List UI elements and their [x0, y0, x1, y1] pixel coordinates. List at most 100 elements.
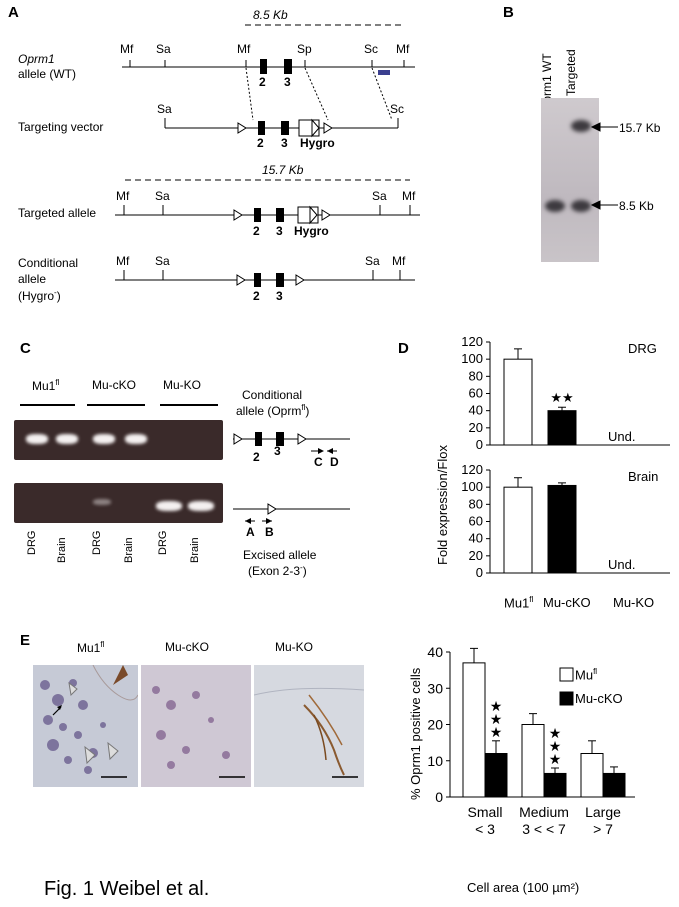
- d-tick-label: 100: [461, 351, 483, 366]
- group-mu-cko: Mu-cKO: [92, 378, 137, 392]
- e-significance-star: ★: [490, 725, 503, 741]
- gel-band: [93, 434, 115, 444]
- e-category-label: Large: [585, 804, 621, 820]
- d-xlabel-mu-ko: Mu-KO: [613, 595, 655, 610]
- e-significance-star: ★: [549, 752, 562, 768]
- southern-blot: [541, 98, 599, 262]
- e-significance-star: ★: [490, 699, 503, 715]
- kb-15-7-label: 15.7 Kb: [262, 163, 304, 177]
- conditional-label-2: allele: [18, 272, 47, 286]
- probe-marker: [378, 70, 390, 75]
- d-tick-label: 0: [476, 565, 483, 580]
- site-sa: Sa: [155, 189, 170, 203]
- panel-letter-a: A: [8, 4, 19, 21]
- primer-b: B: [265, 525, 274, 539]
- site-mf: Mf: [402, 189, 416, 203]
- oprm1-gene-label: Oprm1: [18, 52, 55, 66]
- site-mf: Mf: [392, 254, 406, 268]
- e-xlabel: Cell area (100 µm²): [467, 880, 580, 895]
- d-bar: [547, 410, 577, 446]
- micro-label-mu-cko: Mu-cKO: [165, 640, 210, 654]
- micro-label-mu1fl: Mu1fl: [77, 640, 105, 655]
- site-sa: Sa: [372, 189, 387, 203]
- e-significance-star: ★: [490, 712, 503, 728]
- panel-letter-b: B: [503, 4, 514, 21]
- kb-8-5-label: 8.5 Kb: [253, 8, 288, 22]
- group-underline: [160, 404, 218, 406]
- e-bar: [543, 772, 567, 798]
- site-sa: Sa: [156, 42, 171, 56]
- d-tick-label: 20: [469, 420, 483, 435]
- micrograph-mu1fl: [33, 665, 138, 787]
- gel-excised: [14, 483, 223, 523]
- exon-3-label: 3: [276, 224, 283, 238]
- exon-3-label: 3: [284, 75, 291, 89]
- d-und-label: Und.: [608, 557, 635, 572]
- panel-a-diagram: [115, 24, 420, 287]
- d-ylabel: Fold expression/Flox: [435, 445, 450, 565]
- site-mf: Mf: [396, 42, 410, 56]
- d-tick-label: 60: [469, 386, 483, 401]
- d-panel-title: DRG: [628, 341, 657, 356]
- blot-band-8-5: [545, 200, 565, 212]
- e-category-label: Medium: [519, 804, 569, 820]
- chart-d: 0 20 40 60 80 100 120 DRG Und. ★★ 0 20 40 60 80 100 120 B…: [461, 334, 670, 580]
- blot-arrows: [590, 122, 618, 210]
- e-category-sub: > 7: [593, 821, 613, 837]
- gel-band: [26, 434, 48, 444]
- d-bar: [503, 486, 533, 574]
- e-category-sub: < 3: [475, 821, 495, 837]
- micrograph-mu-ko: [254, 665, 364, 787]
- d-tick-label: 120: [461, 462, 483, 477]
- e-bar: [580, 753, 604, 798]
- site-sp: Sp: [297, 42, 312, 56]
- primer-c: C: [314, 455, 323, 469]
- gel-band-faint: [93, 499, 111, 505]
- legend-swatch-mufl: [559, 667, 574, 682]
- site-sc: Sc: [390, 102, 405, 116]
- site-mf: Mf: [116, 189, 130, 203]
- blot-band-15-7: [571, 120, 591, 132]
- d-tick-label: 20: [469, 548, 483, 563]
- d-significance: ★★: [550, 391, 573, 406]
- micro-label-mu-ko: Mu-KO: [275, 640, 314, 654]
- band-label-8-5: 8.5 Kb: [619, 199, 654, 213]
- lane-label-targeted: Targeted: [564, 49, 578, 96]
- e-bar: [484, 753, 508, 798]
- d-tick-label: 40: [469, 531, 483, 546]
- d-tick-label: 100: [461, 479, 483, 494]
- lane-brain: Brain: [123, 537, 135, 563]
- d-tick-label: 80: [469, 368, 483, 383]
- e-bar: [462, 662, 486, 798]
- e-tick-label: 40: [427, 644, 443, 660]
- hygro-label: Hygro: [300, 136, 335, 150]
- e-tick-label: 30: [427, 680, 443, 696]
- exon-3-label: 3: [274, 444, 281, 458]
- cond-allele-label-2: allele (Oprmfl): [236, 403, 310, 418]
- e-tick-label: 10: [427, 753, 443, 769]
- d-tick-label: 60: [469, 514, 483, 529]
- primer-d: D: [330, 455, 339, 469]
- panel-letter-e: E: [20, 632, 31, 649]
- conditional-label-1: Conditional: [18, 256, 79, 270]
- conditional-label-3: (Hygro-): [18, 288, 61, 303]
- group-underline: [20, 404, 75, 406]
- d-tick-label: 40: [469, 403, 483, 418]
- site-sa: Sa: [155, 254, 170, 268]
- exon-2-label: 2: [253, 450, 260, 464]
- group-mu-ko: Mu-KO: [163, 378, 202, 392]
- site-mf: Mf: [120, 42, 134, 56]
- targeted-allele-label: Targeted allele: [18, 206, 97, 220]
- e-bar: [521, 724, 545, 798]
- gel-band: [156, 501, 182, 511]
- legend-mu-cko: Mu-cKO: [575, 691, 623, 706]
- site-sa: Sa: [157, 102, 172, 116]
- e-category-sub: 3 < < 7: [522, 821, 566, 837]
- panel-letter-d: D: [398, 340, 409, 357]
- exon-2-label: 2: [259, 75, 266, 89]
- exon-2-label: 2: [257, 136, 264, 150]
- d-xlabel-mu-cko: Mu-cKO: [543, 595, 591, 610]
- site-sa: Sa: [365, 254, 380, 268]
- blot-band-8-5: [571, 200, 591, 212]
